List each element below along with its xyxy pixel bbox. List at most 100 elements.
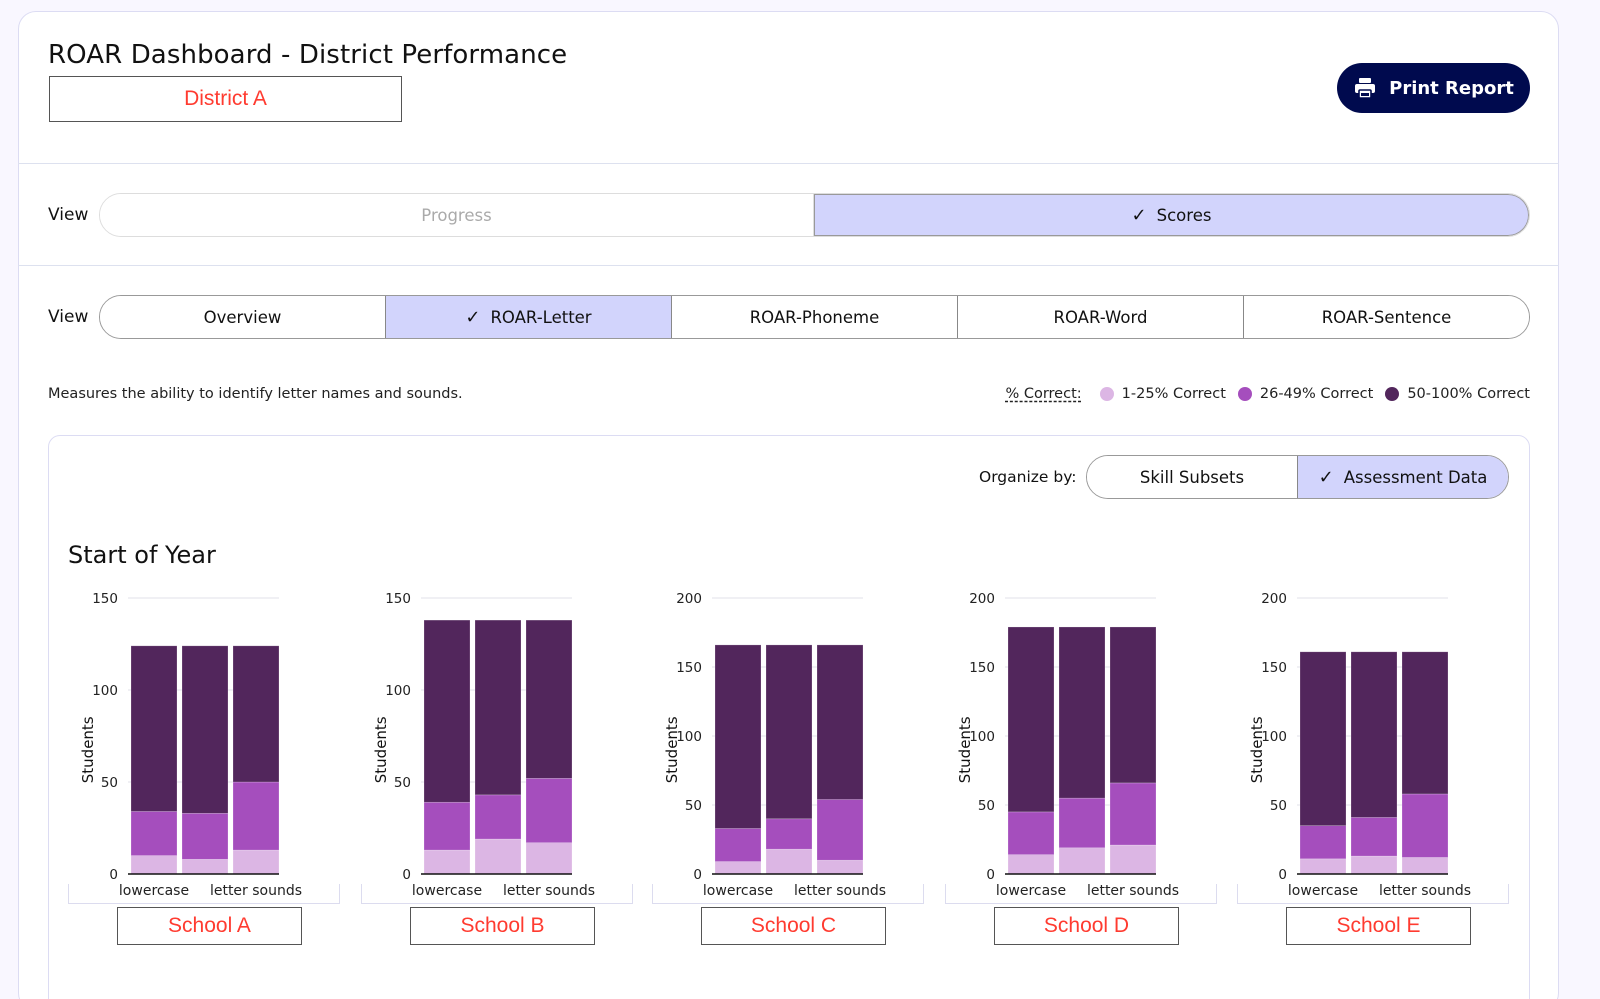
bar-segment[interactable]	[1007, 626, 1055, 813]
stacked-bar-chart: 0 50 100 150 200 lowercase letter sounds Studen…	[1248, 591, 1471, 899]
bar-segment[interactable]	[1109, 844, 1157, 875]
legend-title[interactable]: % Correct:	[1005, 386, 1082, 402]
task-view-label: View	[48, 307, 89, 327]
bar-segment[interactable]	[232, 645, 280, 783]
view-mode-toggle: Progress ✓ Scores	[99, 193, 1530, 237]
y-tick-label: 150	[676, 660, 702, 676]
y-tick-label: 50	[1270, 798, 1287, 814]
bar-segment[interactable]	[1007, 854, 1055, 875]
bar-segment[interactable]	[423, 801, 471, 851]
bar-segment[interactable]	[1350, 817, 1398, 857]
organize-option-skill-subsets[interactable]: Skill Subsets	[1087, 456, 1298, 498]
legend-item-label: 50-100% Correct	[1407, 386, 1530, 402]
bar-segment[interactable]	[714, 861, 762, 875]
y-tick-label: 100	[92, 683, 118, 699]
school-name: School A	[117, 907, 302, 945]
tab-roar-phoneme[interactable]: ROAR-Phoneme	[672, 296, 958, 338]
bar-segment[interactable]	[181, 858, 229, 875]
bar-segment[interactable]	[130, 645, 178, 812]
y-axis-label: Students	[372, 716, 390, 783]
bar-segment[interactable]	[232, 849, 280, 875]
x-tick-label: lowercase	[1288, 883, 1358, 899]
bar-segment[interactable]	[714, 828, 762, 862]
y-axis-label: Students	[1248, 716, 1266, 783]
legend-dot-icon	[1237, 387, 1252, 401]
y-tick-label: 50	[394, 775, 411, 791]
bar-segment[interactable]	[1401, 857, 1449, 875]
bar-segment[interactable]	[525, 619, 573, 779]
tab-roar-letter[interactable]: ✓ ROAR-Letter	[386, 296, 672, 338]
print-report-button[interactable]: Print Report	[1337, 63, 1530, 113]
bar-segment[interactable]	[1299, 858, 1347, 875]
organize-option-assessment-data[interactable]: ✓ Assessment Data	[1298, 456, 1508, 498]
bar-segment[interactable]	[1007, 811, 1055, 855]
y-tick-label: 100	[385, 683, 411, 699]
y-tick-label: 50	[685, 798, 702, 814]
stacked-bar-chart: 0 50 100 150 lowercase letter sounds Students	[79, 591, 302, 899]
bar-segment[interactable]	[130, 811, 178, 856]
bar-segment[interactable]	[181, 645, 229, 814]
x-tick-label: letter sounds	[503, 883, 595, 899]
bar-segment[interactable]	[714, 644, 762, 829]
x-tick-label: lowercase	[412, 883, 482, 899]
bar-segment[interactable]	[1109, 782, 1157, 846]
printer-icon	[1355, 78, 1376, 99]
y-tick-label: 150	[969, 660, 995, 676]
bar-segment[interactable]	[765, 644, 813, 820]
bar-segment[interactable]	[181, 812, 229, 860]
bar-segment[interactable]	[525, 842, 573, 875]
legend-dot-icon	[1385, 387, 1400, 401]
y-tick-label: 200	[676, 591, 702, 607]
tab-roar-word[interactable]: ROAR-Word	[958, 296, 1244, 338]
chart-label-frame	[68, 884, 340, 904]
bar-segment[interactable]	[1109, 626, 1157, 784]
x-tick-label: letter sounds	[210, 883, 302, 899]
view-mode-label: View	[48, 205, 89, 225]
bar-segment[interactable]	[816, 644, 864, 800]
bar-segment[interactable]	[816, 859, 864, 875]
organize-by-toggle: Skill Subsets ✓ Assessment Data	[1086, 455, 1509, 499]
bar-segment[interactable]	[1299, 651, 1347, 827]
tab-label: Overview	[203, 307, 282, 327]
bar-segment[interactable]	[525, 778, 573, 844]
y-tick-label: 200	[969, 591, 995, 607]
bar-segment[interactable]	[1350, 651, 1398, 818]
bar-segment[interactable]	[1058, 626, 1106, 799]
tab-overview[interactable]: Overview	[100, 296, 386, 338]
bar-segment[interactable]	[1401, 651, 1449, 795]
y-tick-label: 0	[986, 867, 995, 883]
school-name: School D	[994, 907, 1179, 945]
organize-option-label: Assessment Data	[1343, 467, 1488, 487]
bar-segment[interactable]	[816, 799, 864, 861]
bar-segment[interactable]	[1299, 825, 1347, 860]
task-description: Measures the ability to identify letter …	[48, 386, 463, 402]
bar-segment[interactable]	[423, 619, 471, 803]
bar-segment[interactable]	[474, 619, 522, 796]
view-option-progress[interactable]: Progress	[100, 194, 814, 236]
y-tick-label: 0	[1278, 867, 1287, 883]
x-tick-label: letter sounds	[1087, 883, 1179, 899]
bar-segment[interactable]	[1350, 855, 1398, 875]
view-option-scores[interactable]: ✓ Scores	[814, 194, 1529, 236]
y-tick-label: 0	[402, 867, 411, 883]
bar-segment[interactable]	[474, 794, 522, 840]
school-chart: 0 50 100 150 lowercase letter sounds Students	[68, 585, 348, 915]
bar-segment[interactable]	[1401, 793, 1449, 858]
x-tick-label: lowercase	[996, 883, 1066, 899]
school-chart: 0 50 100 150 200 lowercase letter sounds Studen…	[1237, 585, 1517, 915]
bar-segment[interactable]	[474, 838, 522, 875]
bar-segment[interactable]	[130, 855, 178, 875]
bar-segment[interactable]	[1058, 847, 1106, 875]
bar-segment[interactable]	[765, 818, 813, 850]
bar-segment[interactable]	[1058, 797, 1106, 849]
y-axis-label: Students	[663, 716, 681, 783]
check-icon: ✓	[465, 306, 481, 328]
bar-segment[interactable]	[232, 781, 280, 851]
bar-segment[interactable]	[765, 848, 813, 875]
y-axis-label: Students	[79, 716, 97, 783]
y-tick-label: 150	[385, 591, 411, 607]
bar-segment[interactable]	[423, 849, 471, 875]
tab-label: ROAR-Word	[1053, 307, 1148, 327]
y-tick-label: 50	[101, 775, 118, 791]
tab-roar-sentence[interactable]: ROAR-Sentence	[1244, 296, 1529, 338]
